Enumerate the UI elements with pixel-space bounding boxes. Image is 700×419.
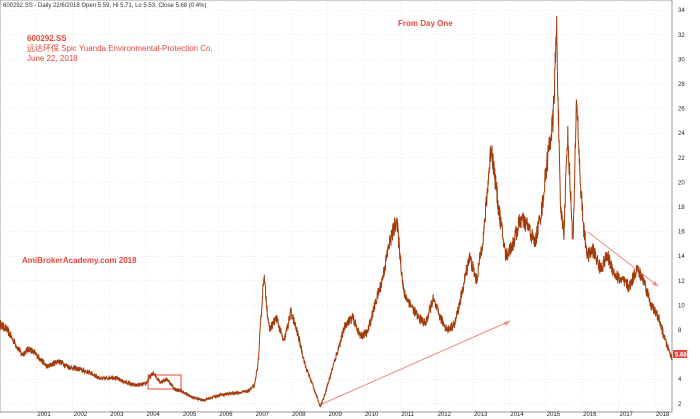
y-tick-label: 24 <box>678 131 685 137</box>
y-tick-label: 4 <box>678 377 682 383</box>
x-tick-label: 2016 <box>583 412 597 418</box>
annotation-company: 远达环保 Spic Yuanda Environmental-Protectio… <box>27 43 213 53</box>
y-tick-label: 14 <box>678 254 685 260</box>
x-tick-label: 2003 <box>110 412 124 418</box>
y-tick-label: 28 <box>678 82 685 88</box>
trend-lines <box>321 231 659 405</box>
last-price-marker: 5.68 <box>673 350 687 359</box>
x-tick-label: 2018 <box>656 412 670 418</box>
x-tick-label: 2013 <box>474 412 488 418</box>
uptrend-arrowhead <box>504 321 510 326</box>
x-tick-label: 2004 <box>147 412 161 418</box>
annotation-subtitle: From Day One <box>398 19 453 28</box>
y-tick-label: 18 <box>678 205 685 211</box>
annotation-ticker: 600292.SS <box>27 34 67 43</box>
y-axis: 246810121416182022242628303234 <box>678 8 685 408</box>
y-tick-label: 10 <box>678 303 685 309</box>
downtrend-arrowhead <box>652 281 658 286</box>
x-tick-label: 2006 <box>219 412 233 418</box>
y-tick-label: 30 <box>678 57 685 63</box>
x-tick-label: 2001 <box>37 412 51 418</box>
y-tick-label: 34 <box>678 8 685 14</box>
header-line: 600292.SS - Daily 22/6/2018 Open 5.59, H… <box>3 3 206 9</box>
x-tick-label: 2005 <box>183 412 197 418</box>
x-tick-label: 2014 <box>510 412 524 418</box>
y-tick-label: 22 <box>678 156 685 162</box>
y-tick-label: 2 <box>678 402 682 408</box>
plot-frame <box>0 0 673 413</box>
x-axis: 2001 2002 2003 2004 2005 2006 2007 2008 2009 2010… <box>37 412 670 418</box>
x-tick-label: 2002 <box>74 412 88 418</box>
x-tick-label: 2007 <box>256 412 270 418</box>
x-tick-label: 2017 <box>620 412 634 418</box>
last-price-box <box>673 350 687 358</box>
y-tick-label: 32 <box>678 33 685 39</box>
x-tick-label: 2009 <box>328 412 342 418</box>
highlight-box <box>147 374 182 390</box>
last-price-label: 5.68 <box>675 353 687 359</box>
y-tick-label: 12 <box>678 279 685 285</box>
x-tick-label: 2008 <box>292 412 306 418</box>
y-tick-label: 16 <box>678 230 685 236</box>
annotation-date: June 22, 2018 <box>27 54 78 63</box>
watermark: AmiBrokerAcademy.com 2018 <box>22 256 137 265</box>
y-tick-label: 26 <box>678 107 685 113</box>
grid-lines <box>0 0 673 413</box>
downtrend-line <box>587 231 659 287</box>
x-tick-label: 2011 <box>401 412 415 418</box>
uptrend-line <box>321 320 511 405</box>
price-series-line <box>0 15 673 408</box>
x-tick-label: 2010 <box>365 412 379 418</box>
x-tick-label: 2015 <box>547 412 561 418</box>
y-tick-label: 8 <box>678 328 682 334</box>
y-tick-label: 20 <box>678 180 685 186</box>
x-tick-label: 2012 <box>438 412 452 418</box>
